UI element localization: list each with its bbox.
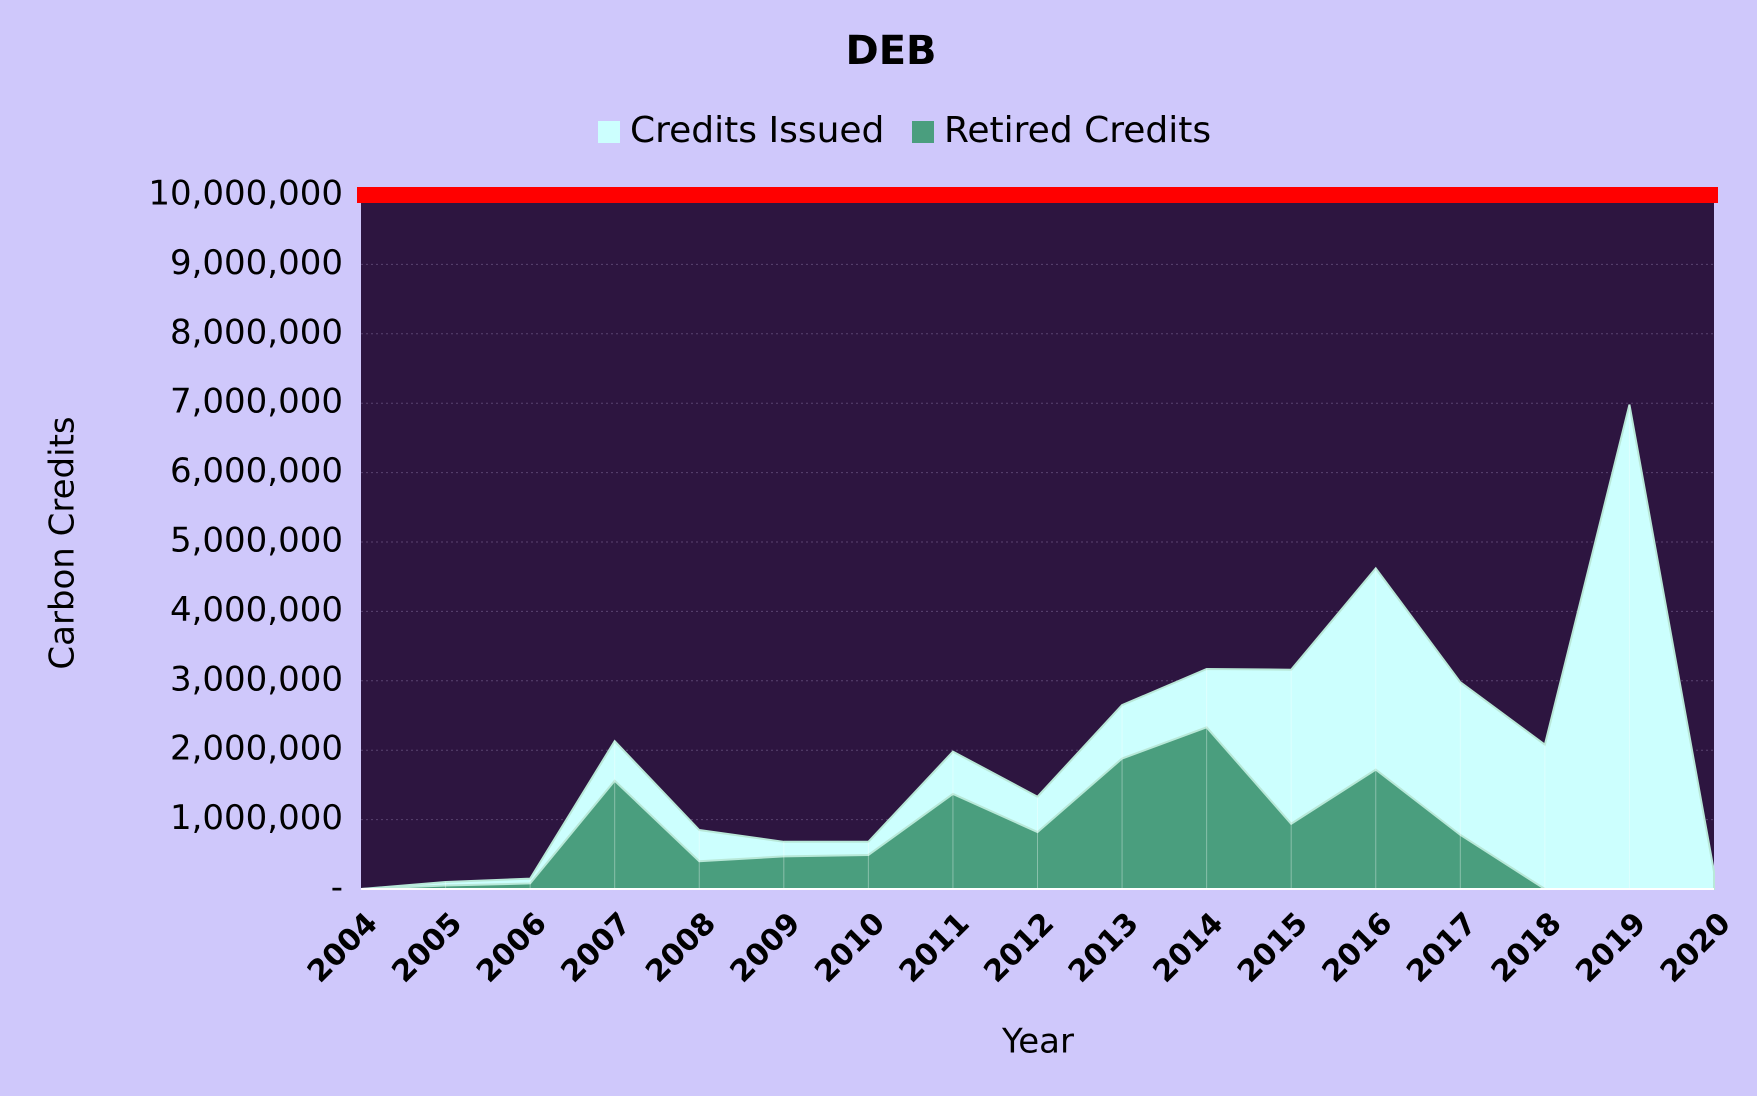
x-tick-label: 2008 — [639, 906, 723, 990]
y-tick-label: 8,000,000 — [170, 312, 343, 352]
y-tick-label: - — [331, 868, 343, 908]
y-tick-label: 7,000,000 — [170, 382, 343, 422]
x-tick-label: 2009 — [724, 906, 808, 990]
x-axis-title: Year — [1001, 1022, 1074, 1062]
legend-label: Retired Credits — [944, 110, 1211, 151]
y-tick-label: 3,000,000 — [170, 659, 343, 699]
legend-label: Credits Issued — [630, 110, 884, 151]
x-tick-label: 2017 — [1400, 906, 1484, 990]
area — [360, 404, 1715, 890]
x-tick-label: 2016 — [1316, 906, 1400, 990]
x-tick-label: 2018 — [1485, 906, 1569, 990]
x-tick-label: 2010 — [808, 906, 892, 990]
x-tick-label: 2015 — [1231, 906, 1315, 990]
x-tick-label: 2014 — [1147, 906, 1231, 990]
y-tick-label: 6,000,000 — [170, 451, 343, 491]
x-tick-label: 2013 — [1062, 906, 1146, 990]
x-tick-label: 2011 — [893, 906, 977, 990]
y-tick-label: 5,000,000 — [170, 521, 343, 561]
y-tick-label: 2,000,000 — [170, 729, 343, 769]
x-tick-label: 2020 — [1654, 906, 1738, 990]
x-tick-label: 2006 — [470, 906, 554, 990]
y-tick-label: 9,000,000 — [170, 243, 343, 283]
y-tick-label: 10,000,000 — [148, 174, 343, 214]
legend-swatch — [598, 121, 620, 143]
chart-title: DEB — [845, 28, 936, 74]
x-tick-label: 2012 — [977, 906, 1061, 990]
x-tick-label: 2007 — [555, 906, 639, 990]
x-tick-label: 2004 — [301, 906, 385, 990]
y-tick-label: 4,000,000 — [170, 590, 343, 630]
y-tick-label: 1,000,000 — [170, 798, 343, 838]
x-tick-label: 2005 — [385, 906, 469, 990]
legend-swatch — [912, 121, 934, 143]
y-axis-title: Carbon Credits — [43, 416, 83, 669]
x-tick-label: 2019 — [1569, 906, 1653, 990]
